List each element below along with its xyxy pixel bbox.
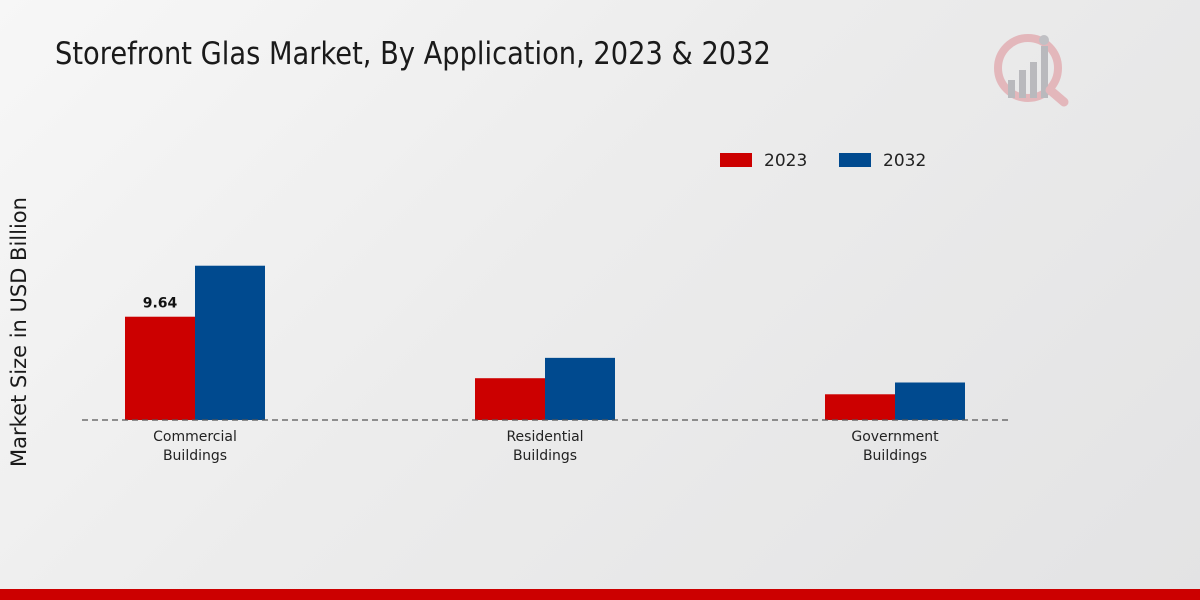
bottom-accent-bar [0,589,1200,600]
bar-2032-0 [195,265,265,420]
legend: 2023 2032 [720,151,926,171]
legend-label-2023: 2023 [764,151,807,171]
x-tick-label: Residential Buildings [506,429,583,464]
bar-2023-1 [475,378,545,420]
legend-swatch-2032 [839,153,871,167]
x-tick-label: Commercial Buildings [153,429,237,464]
bar-2023-0 [125,316,195,420]
bar-2032-2 [895,382,965,420]
x-tick-label: Government Buildings [851,429,939,464]
chart-title: Storefront Glas Market, By Application, … [55,36,771,72]
legend-swatch-2023 [720,153,752,167]
bar-2032-1 [545,357,615,420]
legend-label-2032: 2032 [883,151,926,171]
data-label: 9.64 [143,296,178,312]
bars-layer [125,265,965,420]
y-axis-label: Market Size in USD Billion [7,197,31,467]
brand-logo-icon [994,34,1069,107]
bar-2023-2 [825,394,895,420]
labels-layer: Commercial Buildings Residential Buildings G… [143,296,939,464]
